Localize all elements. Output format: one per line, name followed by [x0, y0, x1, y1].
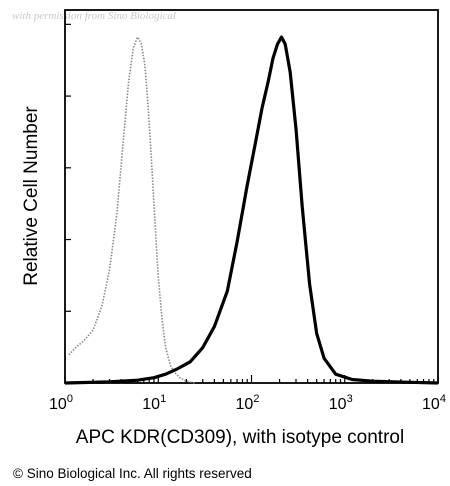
kdr-histogram-line [64, 35, 439, 385]
series-layer [64, 35, 439, 385]
x-tick-label: 102 [236, 393, 260, 413]
copyright-footer: © Sino Biological Inc. All rights reserv… [13, 466, 252, 481]
x-tick-label: 103 [329, 393, 353, 413]
y-axis-title: Relative Cell Number [21, 106, 42, 286]
watermark-text: with permission from Sino Biological [12, 10, 176, 22]
x-tick-label: 101 [142, 393, 166, 413]
y-axis-ticks [65, 23, 71, 312]
x-tick-label: 104 [422, 393, 446, 413]
x-tick-label: 100 [49, 393, 73, 413]
x-tick-labels: 100 101 102 103 104 [49, 393, 446, 413]
isotype-control-line [68, 35, 196, 384]
plot-frame [64, 9, 439, 384]
x-axis-title: APC KDR(CD309), with isotype control [76, 427, 404, 448]
